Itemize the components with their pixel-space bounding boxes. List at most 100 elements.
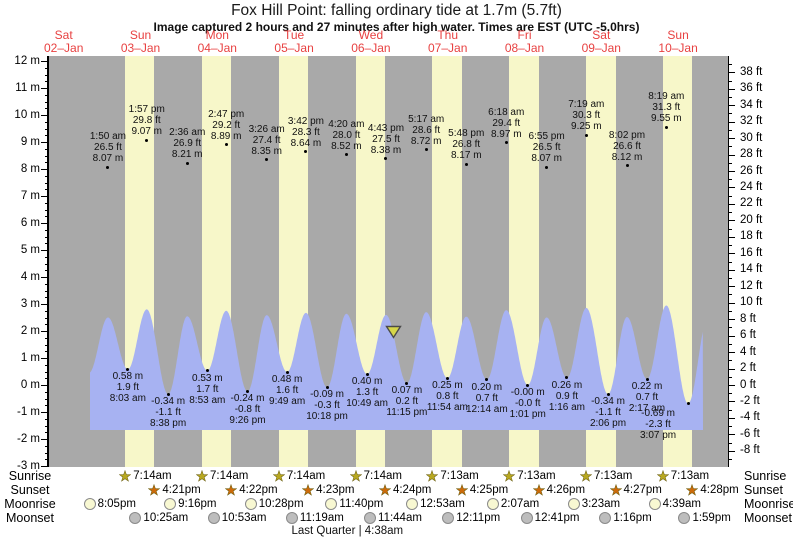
annotation-line: 9:26 pm (229, 415, 266, 427)
left-minor-tick (44, 445, 48, 447)
moonrise-icon (244, 498, 257, 510)
annotation-line: 31.3 ft (652, 102, 681, 114)
tide-high-annotation: 7:19 am 30.3 ft 9.25 m (554, 99, 618, 132)
left-minor-tick (44, 216, 48, 218)
annotation-line: 8:38 pm (150, 418, 187, 430)
tide-high-annotation: 8:02 pm 26.6 ft 8.12 m (595, 130, 659, 163)
annotation-line: 0.48 m (271, 374, 303, 386)
left-minor-tick (44, 155, 48, 157)
page-title: Fox Hill Point: falling ordinary tide at… (231, 2, 562, 19)
moonset-time: 12:41pm (534, 511, 580, 524)
left-major-tick (41, 250, 48, 251)
annotation-line: 3:26 am (248, 123, 285, 135)
annotation-line: 28.3 ft (292, 126, 320, 138)
right-major-tick (728, 302, 735, 304)
left-axis-tick-label: 7 m (20, 189, 40, 202)
tide-extreme-dot (285, 370, 289, 374)
right-major-tick (728, 319, 735, 321)
sunset-time: 4:27pm (623, 483, 662, 496)
left-axis-tick-label: 3 m (20, 297, 40, 310)
moonrise-event: 8:05pm (83, 497, 136, 511)
right-axis-tick-label: 6 ft (740, 329, 756, 342)
left-minor-tick (44, 74, 48, 76)
day-date: 09–Jan (581, 41, 621, 55)
sunset-time: 4:24pm (392, 483, 432, 496)
moonrise-time: 8:05pm (97, 497, 136, 510)
annotation-line: 6:55 pm (528, 131, 565, 143)
annotation-line: -0.8 ft (234, 404, 261, 416)
tide-low-annotation: -0.69 m -2.3 ft 3:07 pm (626, 408, 690, 441)
tide-low-annotation: -0.34 m -1.1 ft 2:06 pm (576, 396, 640, 429)
right-major-tick (728, 105, 735, 107)
tide-high-annotation: 2:36 am 26.9 ft 8.21 m (155, 127, 219, 160)
day-date: 04–Jan (197, 41, 237, 55)
sunset-icon (302, 484, 315, 496)
moonset-time: 11:44am (378, 511, 422, 524)
right-major-tick (728, 434, 735, 436)
right-major-tick (728, 171, 735, 173)
right-major-tick (728, 450, 735, 452)
day-name: Sat (54, 28, 73, 42)
annotation-line: 4:20 am (328, 118, 365, 130)
sunset-icon (686, 484, 699, 496)
moonrise-time: 10:28pm (258, 497, 304, 510)
moonrise-event: 11:40pm (325, 498, 383, 511)
tide-extreme-dot (526, 383, 530, 387)
tide-extreme-dot (224, 143, 228, 147)
sunset-event: 4:26pm (532, 484, 585, 497)
right-axis-tick-label: 34 ft (740, 98, 763, 111)
tide-high-annotation: 4:43 pm 27.5 ft 8.38 m (354, 123, 418, 156)
tide-extreme-dot (405, 381, 409, 385)
annotation-line: 9.25 m (571, 121, 602, 133)
tide-extreme-dot (145, 138, 149, 142)
left-minor-tick (44, 128, 48, 130)
day-date: 06–Jan (351, 41, 391, 55)
annotation-line: 28.6 ft (412, 124, 441, 136)
water-area (90, 305, 703, 430)
right-minor-tick (728, 212, 732, 214)
left-major-tick (41, 115, 48, 116)
left-axis-tick-label: -1 m (17, 405, 40, 418)
sunrise-event: 7:14am (196, 470, 248, 483)
annotation-line: -0.24 m (230, 393, 265, 405)
left-minor-tick (44, 432, 48, 434)
tide-low-annotation: 0.26 m 0.9 ft 1:16 am (535, 380, 599, 413)
annotation-line: 26.5 ft (532, 142, 561, 154)
sunset-icon (225, 484, 238, 496)
annotation-line: 10:49 am (346, 398, 388, 410)
day-label: Wed 06–Jan (331, 29, 411, 55)
left-minor-tick (44, 94, 48, 96)
moonrise-icon (406, 498, 419, 510)
annotation-line: 9.55 m (651, 113, 682, 125)
annotation-line: 3:07 pm (639, 429, 677, 441)
tide-extreme-dot (645, 377, 649, 381)
annotation-line: 30.3 ft (572, 110, 601, 122)
annotation-line: -1.1 ft (595, 407, 621, 419)
left-minor-tick (44, 209, 48, 211)
annotation-line: 29.8 ft (132, 115, 161, 127)
sunrise-time: 7:13am (440, 469, 479, 482)
sunset-event: 4:24pm (378, 483, 432, 497)
right-major-tick (728, 286, 735, 288)
moonset-row-label: Moonset (6, 511, 54, 525)
left-minor-tick (44, 391, 48, 393)
tide-extreme-dot (686, 402, 690, 406)
left-axis-tick-label: 12 m (14, 54, 40, 67)
annotation-line: 2:47 pm (208, 108, 245, 120)
annotation-line: 8:03 am (109, 393, 146, 405)
right-axis-tick-label: 28 ft (740, 148, 763, 161)
left-minor-tick (44, 135, 48, 137)
sunset-time: 4:23pm (316, 483, 355, 496)
annotation-line: 0.8 ft (436, 391, 459, 403)
tide-curve (90, 305, 703, 430)
right-minor-tick (728, 96, 732, 98)
sunrise-event: 7:14am (349, 470, 402, 483)
day-label: Sun 03–Jan (101, 29, 181, 55)
sunrise-icon (579, 470, 592, 482)
right-axis-tick-label: -8 ft (740, 444, 760, 457)
tide-high-annotation: 4:20 am 28.0 ft 8.52 m (314, 119, 378, 152)
annotation-line: 2:17 am (628, 403, 666, 415)
moonset-event: 12:11pm (442, 512, 500, 525)
right-minor-tick (728, 80, 732, 82)
moonset-icon (520, 512, 533, 524)
